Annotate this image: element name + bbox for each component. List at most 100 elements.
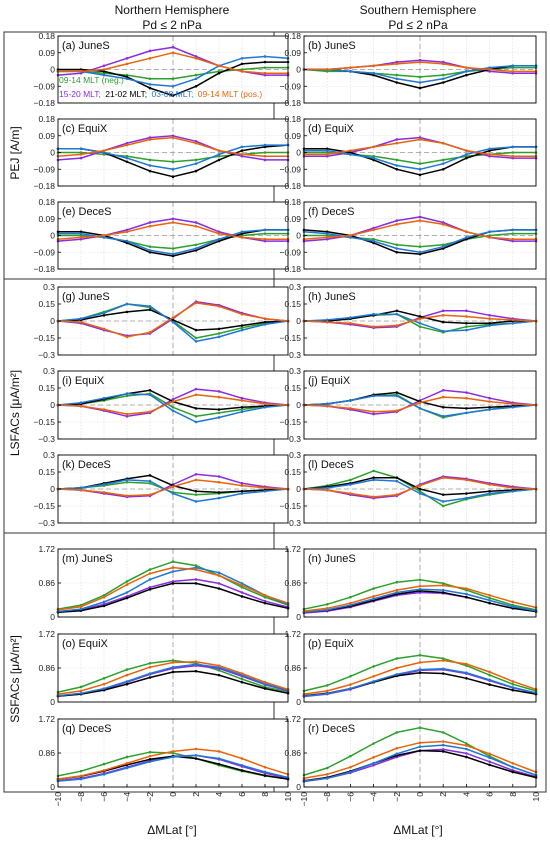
series-orange-point	[349, 407, 352, 410]
series-blue-point	[465, 70, 468, 73]
series-blue-point	[325, 232, 329, 235]
series-orange-point	[125, 230, 129, 234]
series-purple-point	[395, 219, 399, 222]
series-orange-point	[372, 756, 375, 759]
series-blue-point	[194, 77, 198, 81]
series-blue-point	[194, 754, 198, 757]
series-blue-point	[511, 765, 515, 769]
series-blue-point	[194, 420, 198, 424]
series-orange-point	[217, 232, 221, 235]
series-orange-point	[79, 236, 83, 239]
series-green-point	[171, 560, 175, 563]
series-orange-point	[263, 154, 267, 158]
series-purple-point	[263, 599, 267, 603]
series-orange-point	[441, 395, 445, 399]
series-blue-point	[465, 671, 468, 675]
y-tick-label: 0.18	[284, 31, 301, 41]
series-blue-point	[395, 673, 399, 676]
series-black-point	[325, 147, 329, 151]
series-green-point	[418, 726, 422, 729]
series-blue-point	[325, 402, 329, 406]
series-green-point	[441, 73, 445, 77]
series-orange-point	[194, 57, 198, 60]
series-black-point	[148, 388, 152, 392]
series-blue-point	[240, 57, 244, 60]
series-orange-point	[465, 662, 468, 666]
series-green-point	[194, 73, 198, 77]
panel-4: 0.18 0.09 0 −0.09 −0.18 (e) DeceS	[33, 197, 290, 274]
y-tick-label: −0.15	[33, 501, 55, 511]
series-purple-point	[79, 156, 83, 160]
series-black-point	[102, 314, 106, 317]
ssfacs-axis-label: SSFACs [μA/m²]	[8, 635, 22, 723]
y-tick-label: 0	[50, 400, 55, 410]
series-blue-point	[441, 329, 445, 333]
series-green-point	[194, 158, 198, 162]
series-green-point	[263, 595, 267, 599]
series-black-point	[148, 250, 152, 254]
series-orange-point	[349, 492, 352, 495]
y-tick-label: −0.3	[284, 350, 301, 360]
y-tick-label: 0	[50, 65, 55, 75]
x-tick-label: 2	[438, 792, 448, 797]
y-tick-label: 0	[50, 316, 55, 326]
series-orange-point	[325, 607, 329, 610]
y-tick-label: 0.3	[289, 450, 301, 460]
series-purple-point	[171, 45, 175, 49]
series-black-point	[148, 588, 152, 591]
series-blue-point	[171, 665, 175, 669]
panel-8: 0.3 0.15 0 −0.15 −0.3 (i) EquiX	[33, 366, 290, 444]
series-green-point	[372, 237, 375, 241]
series-purple-point	[418, 215, 422, 219]
series-green-point	[372, 469, 375, 473]
y-tick-label: 1.72	[38, 714, 55, 724]
series-black-point	[418, 671, 422, 675]
series-blue-point	[418, 321, 422, 325]
series-orange-point	[395, 62, 399, 66]
series-black-point	[240, 62, 244, 66]
series-orange-point	[441, 476, 445, 479]
series-black-point	[418, 173, 422, 177]
series-blue-point	[418, 588, 422, 591]
series-blue-point	[79, 147, 83, 151]
series-green-point	[395, 731, 399, 734]
series-black-point	[79, 230, 83, 234]
series-blue-point	[441, 415, 445, 418]
series-blue-point	[217, 496, 221, 500]
series-black-point	[263, 601, 267, 605]
series-orange-point	[418, 138, 422, 141]
series-orange-point	[102, 68, 106, 71]
series-black-point	[240, 595, 244, 598]
x-tick-label: 0	[168, 792, 178, 797]
y-tick-label: 0.18	[284, 114, 301, 124]
series-orange-point	[488, 670, 491, 674]
series-black-point	[488, 321, 491, 325]
series-blue-point	[240, 145, 244, 149]
series-orange-point	[240, 70, 244, 73]
x-tick-label: −2	[145, 792, 155, 802]
series-green-point	[372, 587, 375, 590]
series-black-point	[441, 493, 445, 496]
series-orange-point	[79, 774, 83, 778]
series-black-point	[148, 169, 152, 173]
series-blue-point	[418, 668, 422, 671]
series-blue-point	[171, 570, 175, 573]
series-black-point	[349, 151, 352, 154]
series-blue-point	[240, 763, 244, 767]
series-black-point	[148, 308, 152, 311]
series-orange-point	[465, 396, 468, 400]
x-tick-label: −10	[299, 792, 309, 807]
series-orange-point	[102, 149, 106, 152]
series-orange-point	[325, 320, 329, 324]
legend-black: 21-02 MLT;	[105, 89, 147, 99]
series-blue-point	[465, 747, 468, 751]
series-green-point	[240, 408, 244, 411]
series-purple-point	[511, 239, 515, 243]
series-green-point	[465, 325, 468, 328]
y-tick-label: −0.3	[38, 350, 55, 360]
series-purple-point	[325, 154, 329, 158]
series-green-point	[79, 769, 83, 773]
series-orange-point	[372, 410, 375, 414]
series-purple-point	[125, 228, 129, 232]
series-purple-point	[325, 237, 329, 241]
